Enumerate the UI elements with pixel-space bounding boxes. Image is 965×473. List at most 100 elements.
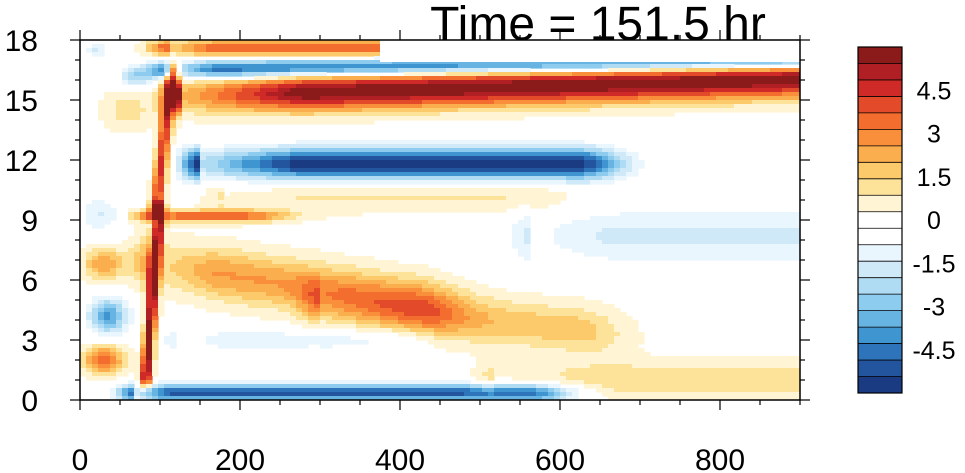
heatmap-cell [464, 284, 471, 289]
heatmap-cell [176, 100, 183, 105]
heatmap-cell [680, 88, 687, 93]
heatmap-cell [770, 256, 777, 261]
heatmap-cell [758, 244, 765, 249]
heatmap-cell [602, 92, 609, 97]
heatmap-cell [662, 84, 669, 89]
heatmap-cell [128, 68, 135, 73]
heatmap-cell [542, 84, 549, 89]
heatmap-cell [482, 60, 489, 65]
heatmap-cell [734, 256, 741, 261]
heatmap-cell [776, 220, 783, 225]
heatmap-cell [332, 40, 339, 45]
heatmap-cell [134, 276, 141, 281]
heatmap-cell [650, 236, 657, 241]
heatmap-cell [572, 100, 579, 105]
heatmap-cell [302, 292, 309, 297]
heatmap-cell [776, 104, 783, 109]
heatmap-cell [332, 52, 339, 57]
heatmap-cell [386, 140, 393, 145]
heatmap-cell [176, 92, 183, 97]
heatmap-cell [218, 80, 225, 85]
heatmap-cell [794, 256, 800, 261]
heatmap-cell [770, 244, 777, 249]
heatmap-cell [230, 196, 237, 201]
heatmap-cell [608, 228, 615, 233]
heatmap-cell [152, 188, 159, 193]
heatmap-cell [380, 284, 387, 289]
heatmap-cell [344, 276, 351, 281]
heatmap-cell [92, 268, 99, 273]
heatmap-cell [740, 104, 747, 109]
heatmap-cell [464, 116, 471, 121]
heatmap-cell [548, 144, 555, 149]
heatmap-cell [686, 64, 693, 69]
heatmap-cell [752, 108, 759, 113]
heatmap-cell [326, 100, 333, 105]
heatmap-cell [668, 236, 675, 241]
heatmap-cell [290, 104, 297, 109]
heatmap-cell [272, 252, 279, 257]
heatmap-cell [314, 300, 321, 305]
heatmap-cell [158, 236, 165, 241]
heatmap-cell [494, 208, 501, 213]
heatmap-cell [398, 148, 405, 153]
heatmap-cell [290, 304, 297, 309]
heatmap-cell [260, 44, 267, 49]
heatmap-cell [314, 280, 321, 285]
heatmap-cell [164, 92, 171, 97]
heatmap-cell [128, 268, 135, 273]
heatmap-cell [494, 168, 501, 173]
heatmap-cell [254, 40, 261, 45]
heatmap-cell [374, 48, 381, 53]
heatmap-cell [560, 300, 567, 305]
heatmap-cell [212, 160, 219, 165]
heatmap-cell [92, 272, 99, 277]
heatmap-cell [422, 264, 429, 269]
heatmap-cell [440, 60, 447, 65]
heatmap-cell [782, 240, 789, 245]
heatmap-cell [452, 180, 459, 185]
heatmap-cell [386, 116, 393, 121]
heatmap-cell [194, 276, 201, 281]
heatmap-cell [278, 52, 285, 57]
heatmap-cell [398, 80, 405, 85]
heatmap-cell [170, 76, 177, 81]
heatmap-cell [524, 64, 531, 69]
heatmap-cell [200, 240, 207, 245]
heatmap-cell [374, 100, 381, 105]
heatmap-cell [134, 92, 141, 97]
heatmap-cell [188, 284, 195, 289]
heatmap-cell [590, 244, 597, 249]
heatmap-cell [644, 216, 651, 221]
heatmap-cell [638, 112, 645, 117]
heatmap-cell [314, 108, 321, 113]
heatmap-cell [788, 108, 795, 113]
heatmap-cell [122, 260, 129, 265]
heatmap-cell [752, 232, 759, 237]
heatmap-cell [518, 100, 525, 105]
heatmap-cell [422, 152, 429, 157]
heatmap-cell [308, 48, 315, 53]
heatmap-cell [422, 80, 429, 85]
heatmap-cell [122, 120, 129, 125]
heatmap-cell [638, 212, 645, 217]
heatmap-cell [506, 200, 513, 205]
heatmap-cell [656, 216, 663, 221]
heatmap-cell [356, 264, 363, 269]
heatmap-cell [368, 276, 375, 281]
heatmap-cell [110, 124, 117, 129]
heatmap-cell [200, 84, 207, 89]
heatmap-cell [308, 176, 315, 181]
heatmap-cell [500, 60, 507, 65]
heatmap-cell [206, 48, 213, 53]
heatmap-cell [428, 92, 435, 97]
heatmap-cell [392, 304, 399, 309]
heatmap-cell [656, 64, 663, 69]
heatmap-cell [128, 128, 135, 133]
heatmap-cell [266, 284, 273, 289]
heatmap-cell [272, 84, 279, 89]
heatmap-cell [332, 104, 339, 109]
heatmap-cell [620, 172, 627, 177]
heatmap-cell [554, 160, 561, 165]
heatmap-cell [422, 200, 429, 205]
